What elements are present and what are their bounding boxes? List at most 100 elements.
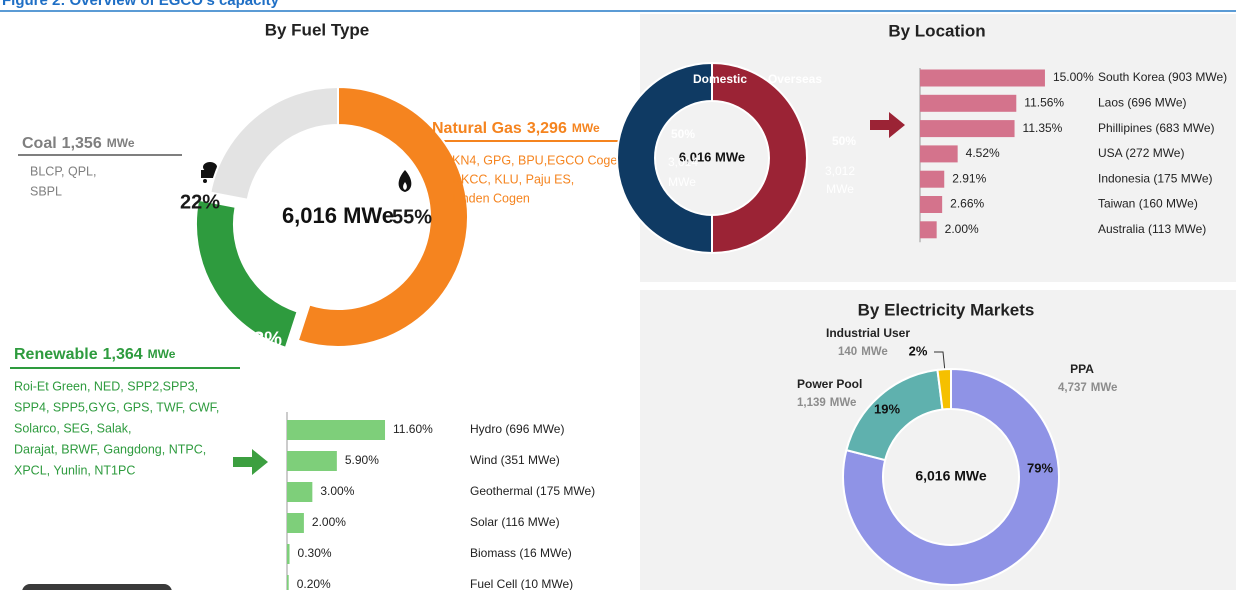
value-label: 2.66% (950, 197, 984, 211)
bar (920, 120, 1015, 138)
category-label: Solar (116 MWe) (470, 515, 560, 529)
capacity-label: 3,014 (668, 155, 698, 169)
capacity-label-part: MWe (830, 397, 857, 409)
plant-list: SPP4, SPP5,GYG, GPS, TWF, CWF, (14, 400, 219, 414)
donut-slice (711, 61, 808, 255)
capacity-label-part: MWe (861, 346, 888, 358)
category-label: Biomass (16 MWe) (470, 546, 572, 560)
category-label: Laos (696 MWe) (1098, 95, 1186, 109)
category-label: Taiwan (160 MWe) (1098, 197, 1198, 211)
value-label: 2.00% (312, 515, 346, 529)
bar (287, 575, 289, 590)
figure-title: Figure 2: Overview of EGCO's capacity (2, 0, 280, 9)
coal-icon (201, 162, 219, 183)
plant-list: Linden Cogen (452, 191, 530, 205)
category-label: Wind (351 MWe) (470, 453, 560, 467)
slice-percent: 79% (1027, 460, 1053, 475)
bar (920, 196, 943, 213)
slice-percent: 55% (392, 206, 432, 228)
bar (920, 170, 945, 188)
button-fragment (22, 584, 172, 590)
category-label: Coal 1,356 MWe (22, 135, 135, 152)
category-label: Hydro (696 MWe) (470, 422, 564, 436)
bar (287, 451, 337, 471)
gas-icon (398, 170, 412, 192)
category-label: Geothermal (175 MWe) (470, 484, 595, 498)
value-label: 2.00% (945, 222, 979, 236)
capacity-label-part: 4,737 (1058, 382, 1087, 394)
capacity-label-part: 140 (838, 346, 857, 358)
value-label: 5.90% (345, 453, 379, 467)
plant-list: Roi-Et Green, NED, SPP2,SPP3, (14, 379, 198, 393)
value-label: 11.35% (1023, 121, 1063, 135)
category-label: Power Pool (797, 377, 862, 391)
bar (920, 145, 958, 163)
category-label: Phillipines (683 MWe) (1098, 121, 1215, 135)
capacity-label: 1,139 MWe (797, 397, 856, 409)
capacity-label: 3,012 (825, 164, 855, 178)
donut-slice (195, 198, 299, 350)
donut-slice (616, 61, 713, 255)
plant-list: KN4, GPG, BPU,EGCO Cogen, (452, 153, 628, 167)
donut-slice (842, 367, 1060, 586)
bar (920, 69, 1045, 87)
category-label: Renewable 1,364 MWe (14, 346, 176, 363)
category-label-part: MWe (148, 347, 176, 361)
plant-list: BLCP, QPL, (30, 164, 96, 178)
slice-percent: 23% (242, 328, 282, 350)
value-label: 4.52% (966, 146, 1000, 160)
chart-title: By Electricity Markets (858, 300, 1035, 319)
donut-slice (209, 85, 339, 201)
donut-slice (936, 367, 952, 411)
chart-title: By Location (888, 21, 985, 40)
leader-line (934, 351, 946, 373)
plant-list: Solarco, SEG, Salak, (14, 421, 131, 435)
category-label: Natural Gas 3,296 MWe (432, 120, 600, 137)
plant-list: NKCC, KLU, Paju ES, (452, 172, 574, 186)
bar (920, 94, 1017, 112)
value-label: 15.00% (1053, 70, 1094, 84)
capacity-label-part: 1,139 (797, 397, 826, 409)
arrow (870, 112, 905, 138)
value-label: 2.91% (952, 171, 986, 185)
slice-percent: 2% (909, 343, 928, 358)
bar (920, 221, 937, 239)
value-label: 3.00% (320, 484, 354, 498)
category-label-part: MWe (107, 136, 135, 150)
center-label: 6,016 MWe (282, 203, 394, 228)
slice-percent: 50% (671, 127, 695, 141)
capacity-label: 4,737 MWe (1058, 382, 1117, 394)
category-label: Industrial User (826, 326, 910, 340)
plant-list: SBPL (30, 184, 62, 198)
category-label-part: Natural Gas (432, 120, 522, 137)
capacity-label-part: MWe (1091, 382, 1118, 394)
value-label: 11.56% (1024, 95, 1064, 109)
chart-title: By Fuel Type (265, 20, 370, 39)
capacity-unit: MWe (826, 182, 854, 196)
category-label-part: 3,296 (527, 120, 567, 137)
category-label: USA (272 MWe) (1098, 146, 1184, 160)
category-label-part: Coal (22, 135, 57, 152)
center-label: 6,016 MWe (915, 468, 987, 484)
category-label: Fuel Cell (10 MWe) (470, 577, 573, 590)
category-label: Indonesia (175 MWe) (1098, 171, 1213, 185)
category-label: Overseas (768, 72, 822, 86)
slice-percent: 50% (832, 134, 856, 148)
category-label-part: MWe (572, 121, 600, 135)
slice-percent: 22% (180, 191, 220, 213)
slice-percent: 19% (874, 401, 900, 416)
category-label: Australia (113 MWe) (1098, 222, 1206, 236)
arrow (233, 449, 268, 475)
donut-slice (296, 85, 469, 348)
plant-list: Darajat, BRWF, Gangdong, NTPC, (14, 442, 206, 456)
category-label: Domestic (693, 72, 747, 86)
plant-list: XPCL, Yunlin, NT1PC (14, 463, 135, 477)
markets-panel (640, 290, 1236, 590)
category-label: South Korea (903 MWe) (1098, 70, 1227, 84)
value-label: 11.60% (393, 422, 433, 436)
bar (287, 482, 313, 502)
center-label: 6,016 MWe (679, 149, 745, 164)
category-label-part: 1,364 (103, 346, 143, 363)
